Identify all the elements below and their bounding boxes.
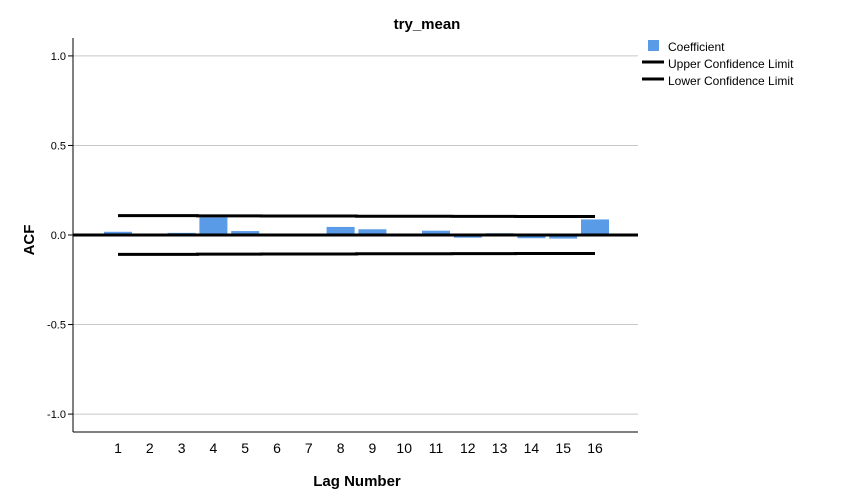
bar-lag-16 [581, 219, 609, 235]
y-tick-label: -0.5 [47, 320, 66, 332]
x-tick-labels: 1 2 3 4 5 6 7 8 9 10 11 12 13 14 15 16 [114, 440, 603, 456]
gridlines [73, 55, 638, 415]
x-tick-label: 3 [178, 440, 186, 456]
x-tick-label: 5 [241, 440, 249, 456]
bar-lag-1 [104, 231, 132, 235]
y-axis-label: ACF [21, 225, 38, 256]
bar-lag-15 [549, 235, 578, 239]
legend-label-coefficient: Coefficient [668, 40, 725, 54]
x-tick-label: 15 [555, 440, 571, 456]
x-tick-label: 11 [429, 440, 444, 456]
x-tick-label: 10 [396, 440, 412, 456]
legend-swatch-coefficient [648, 40, 659, 51]
y-tick-labels: -1.0 -0.5 0.0 0.5 1.0 [47, 51, 73, 421]
axes [72, 38, 638, 433]
x-tick-label: 2 [146, 440, 154, 456]
x-tick-label: 16 [587, 440, 603, 456]
upper-confidence-limit-line [118, 214, 595, 219]
x-tick-label: 13 [492, 440, 508, 456]
lower-confidence-limit-line [118, 251, 595, 256]
x-tick-label: 12 [460, 440, 476, 456]
legend-label-upper: Upper Confidence Limit [668, 57, 794, 71]
bar-lag-4 [199, 217, 228, 235]
y-tick-label: 0.5 [51, 140, 66, 152]
chart-title: try_mean [394, 16, 461, 33]
y-tick-label: 0.0 [51, 230, 66, 242]
legend: Coefficient Upper Confidence Limit Lower… [642, 40, 794, 88]
y-tick-label: 1.0 [51, 51, 66, 63]
bar-lag-5 [231, 231, 260, 235]
confidence-limits [118, 214, 595, 256]
y-tick-label: -1.0 [47, 409, 66, 421]
bar-lag-14 [517, 235, 546, 239]
bar-lag-11 [422, 230, 450, 235]
x-tick-label: 1 [114, 440, 122, 456]
x-tick-label: 7 [305, 440, 313, 456]
x-tick-label: 9 [369, 440, 377, 456]
x-axis-label: Lag Number [313, 473, 401, 490]
bar-lag-8 [326, 226, 355, 235]
x-tick-label: 8 [337, 440, 345, 456]
x-tick-label: 4 [210, 440, 218, 456]
bar-lag-9 [358, 229, 387, 235]
legend-label-lower: Lower Confidence Limit [668, 74, 794, 88]
x-tick-label: 14 [524, 440, 540, 456]
x-tick-label: 6 [273, 440, 281, 456]
